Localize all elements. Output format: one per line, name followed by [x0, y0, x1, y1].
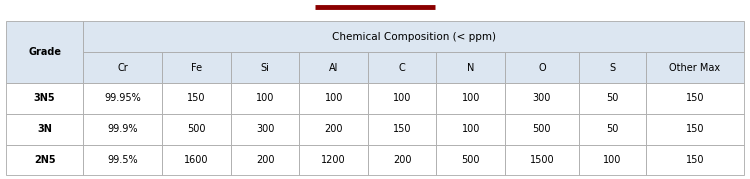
Bar: [163, 114, 231, 145]
Text: O: O: [538, 63, 546, 73]
Bar: [436, 83, 505, 114]
Text: 100: 100: [256, 93, 274, 103]
Text: C: C: [399, 63, 406, 73]
Text: 100: 100: [325, 93, 343, 103]
Bar: [505, 145, 579, 175]
Bar: [231, 145, 299, 175]
Bar: [231, 83, 299, 114]
Text: Other Max: Other Max: [669, 63, 720, 73]
Text: 300: 300: [532, 93, 551, 103]
Text: S: S: [609, 63, 615, 73]
Bar: [646, 83, 744, 114]
Text: 100: 100: [603, 155, 622, 165]
Bar: [579, 83, 646, 114]
Bar: [579, 52, 646, 83]
Bar: [368, 145, 436, 175]
Bar: [231, 114, 299, 145]
Text: 500: 500: [532, 124, 551, 134]
Bar: [83, 52, 163, 83]
Bar: [6, 83, 83, 114]
Text: 200: 200: [325, 124, 343, 134]
Text: N: N: [467, 63, 475, 73]
Text: 500: 500: [461, 155, 480, 165]
Bar: [83, 145, 163, 175]
Bar: [579, 145, 646, 175]
Text: Cr: Cr: [118, 63, 128, 73]
Text: Si: Si: [261, 63, 269, 73]
Bar: [83, 21, 744, 52]
Text: 1200: 1200: [322, 155, 346, 165]
Text: Grade: Grade: [28, 47, 62, 57]
Bar: [231, 52, 299, 83]
Text: 200: 200: [256, 155, 274, 165]
Bar: [646, 145, 744, 175]
Bar: [299, 83, 368, 114]
Bar: [579, 114, 646, 145]
Bar: [299, 52, 368, 83]
Text: 150: 150: [686, 124, 704, 134]
Bar: [646, 114, 744, 145]
Text: 2N5: 2N5: [34, 155, 56, 165]
Text: 150: 150: [686, 93, 704, 103]
Text: 3N: 3N: [38, 124, 52, 134]
Bar: [646, 52, 744, 83]
Text: 99.95%: 99.95%: [104, 93, 141, 103]
Text: 3N5: 3N5: [34, 93, 56, 103]
Text: Chemical Composition (< ppm): Chemical Composition (< ppm): [332, 32, 496, 42]
Bar: [436, 114, 505, 145]
Bar: [6, 114, 83, 145]
Bar: [436, 145, 505, 175]
Text: 200: 200: [393, 155, 412, 165]
Text: 1500: 1500: [530, 155, 554, 165]
Text: 300: 300: [256, 124, 274, 134]
Text: 1600: 1600: [184, 155, 209, 165]
Text: 50: 50: [606, 93, 619, 103]
Text: 150: 150: [188, 93, 206, 103]
Text: 500: 500: [188, 124, 206, 134]
Text: 150: 150: [686, 155, 704, 165]
Text: 50: 50: [606, 124, 619, 134]
Text: 100: 100: [461, 93, 480, 103]
Bar: [505, 52, 579, 83]
Bar: [83, 83, 163, 114]
Bar: [6, 21, 83, 83]
Bar: [368, 114, 436, 145]
Bar: [6, 145, 83, 175]
Text: 100: 100: [461, 124, 480, 134]
Bar: [436, 52, 505, 83]
Text: Al: Al: [329, 63, 338, 73]
Bar: [163, 52, 231, 83]
Text: 150: 150: [393, 124, 412, 134]
Bar: [505, 83, 579, 114]
Text: 99.9%: 99.9%: [107, 124, 138, 134]
Bar: [368, 52, 436, 83]
Bar: [505, 114, 579, 145]
Text: 99.5%: 99.5%: [107, 155, 138, 165]
Bar: [163, 83, 231, 114]
Bar: [299, 145, 368, 175]
Bar: [368, 83, 436, 114]
Bar: [163, 145, 231, 175]
Text: Fe: Fe: [191, 63, 202, 73]
Bar: [83, 114, 163, 145]
Bar: [299, 114, 368, 145]
Text: 100: 100: [393, 93, 412, 103]
